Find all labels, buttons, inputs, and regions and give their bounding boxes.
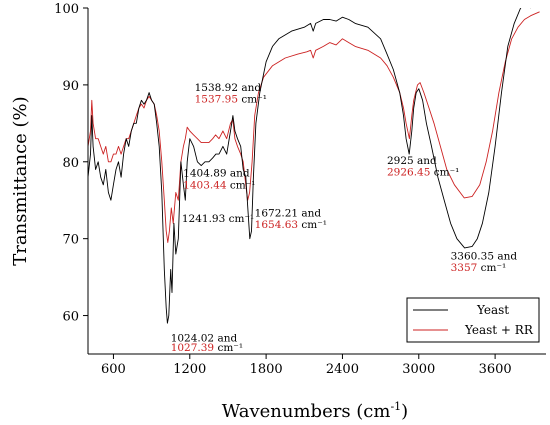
x-axis-title-close: ) (401, 401, 408, 422)
series-layer (88, 8, 540, 324)
peak-annotation-part: cm⁻¹ (214, 342, 243, 354)
x-axis-title-sup: -1 (390, 400, 401, 413)
peak-annotation-part: cm⁻¹ (238, 94, 267, 106)
x-tick-label: 600 (101, 362, 126, 377)
peak-annotation-part: 1538.92 and (195, 82, 262, 94)
axes-layer (87, 8, 546, 355)
peak-annotation-part: 2926.45 (387, 167, 430, 179)
peak-annotation: 1654.63 cm⁻¹ (255, 219, 327, 231)
peak-annotation: 3357 cm⁻¹ (451, 262, 507, 274)
legend: Yeast Yeast + RR (406, 297, 540, 343)
peak-annotation-part: 1537.95 (195, 94, 238, 106)
peak-annotation-part: 1404.89 and (183, 167, 250, 179)
peak-annotation: 1404.89 and (183, 167, 250, 179)
peak-annotation-part: cm⁻¹ (430, 167, 459, 179)
peak-annotation: 3360.35 and (451, 250, 518, 262)
peak-annotation-part: 1403.44 (183, 180, 227, 192)
y-tick-label: 100 (54, 2, 79, 17)
peak-annotation: 1672.21 and (255, 207, 322, 219)
peak-annotation-part: 1024.02 and (171, 333, 238, 345)
x-tick-label: 1800 (250, 362, 283, 377)
peak-annotation-part: 1241.93 cm⁻¹ (182, 213, 254, 225)
peak-annotation-part: 3360.35 and (451, 250, 518, 262)
peak-annotation: 1027.39 cm⁻¹ (171, 342, 243, 354)
peak-annotation-part: 3357 (451, 262, 478, 274)
y-axis-title: Transmittance (%) (10, 96, 31, 265)
legend-label-yeast-rr: Yeast + RR (464, 323, 534, 337)
y-tick-label: 60 (62, 310, 79, 325)
peak-annotation-part: cm⁻¹ (298, 219, 327, 231)
peak-annotation-part: 1654.63 (255, 219, 298, 231)
peak-annotation-part: 1672.21 and (255, 207, 322, 219)
peak-annotation: 1024.02 and (171, 333, 238, 345)
x-axis-title-main: Wavenumbers (cm (222, 401, 391, 422)
x-tick-label: 1200 (173, 362, 206, 377)
peak-annotation: 1537.95 cm⁻¹ (195, 94, 267, 106)
series-line-yeast (88, 8, 531, 324)
peak-annotation: 2926.45 cm⁻¹ (387, 167, 459, 179)
ticks-layer: 600 1200 1800 2400 3000 3600 60 70 80 90 100 (54, 2, 511, 377)
legend-label-yeast: Yeast (476, 303, 509, 317)
y-tick-label: 70 (62, 233, 79, 248)
x-tick-label: 3000 (402, 362, 435, 377)
y-tick-label: 90 (62, 79, 79, 94)
x-tick-label: 2400 (326, 362, 359, 377)
peak-annotation-part: cm⁻¹ (227, 180, 256, 192)
peak-annotation: 1403.44 cm⁻¹ (183, 180, 255, 192)
y-tick-label: 80 (62, 156, 79, 171)
peak-annotation: 1538.92 and (195, 82, 262, 94)
x-tick-label: 3600 (479, 362, 512, 377)
x-axis-title: Wavenumbers (cm-1) (222, 400, 408, 422)
peak-annotation-part: cm⁻¹ (477, 262, 506, 274)
peak-annotation: 1241.93 cm⁻¹ (182, 213, 254, 225)
peak-annotation: 2925 and (387, 155, 437, 167)
peak-annotation-part: 2925 and (387, 155, 437, 167)
legend-box (406, 297, 540, 343)
peak-annotation-part: 1027.39 (171, 342, 214, 354)
